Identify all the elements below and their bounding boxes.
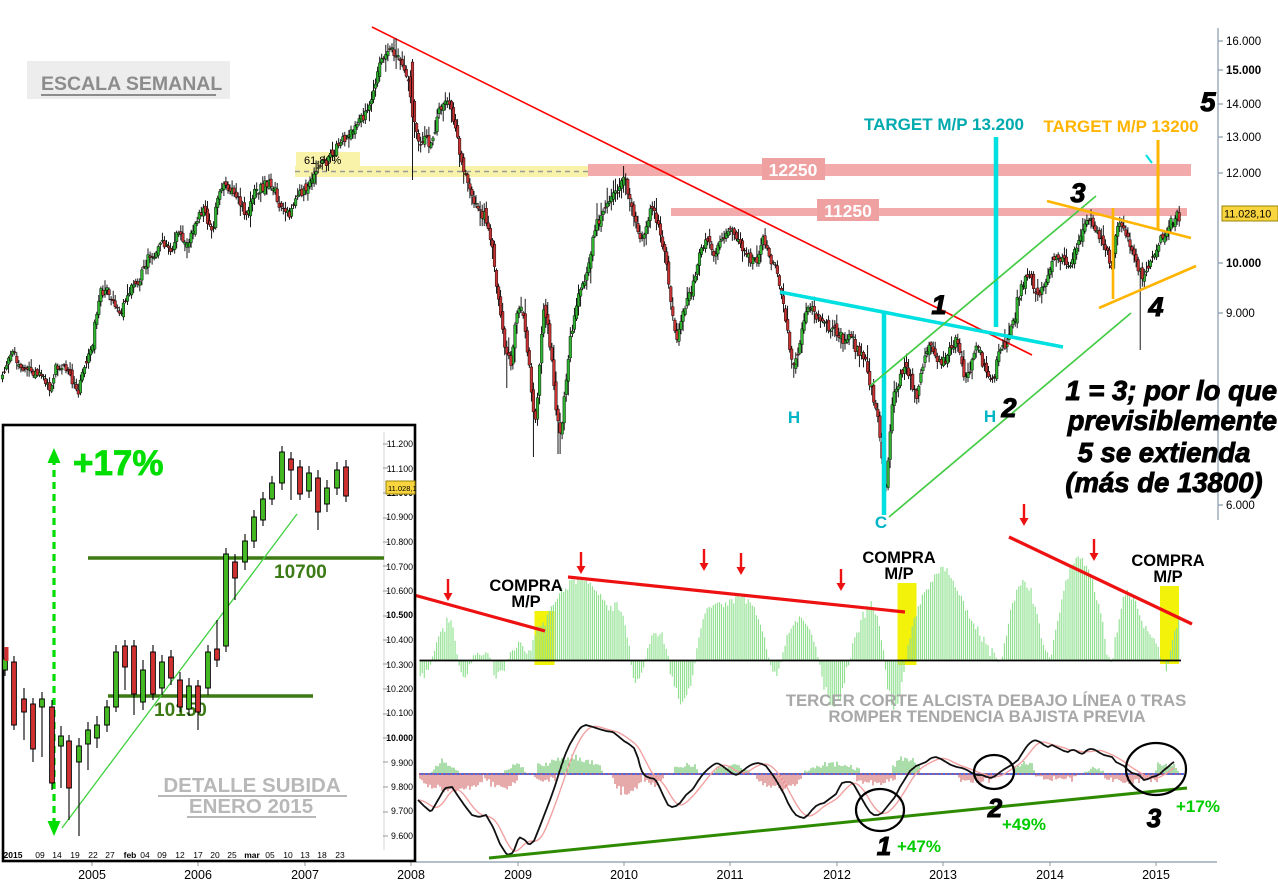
svg-text:ESCALA SEMANAL: ESCALA SEMANAL — [41, 73, 222, 95]
svg-text:2010: 2010 — [610, 868, 638, 882]
svg-text:04: 04 — [140, 850, 150, 860]
svg-text:H: H — [788, 408, 800, 427]
svg-text:2006: 2006 — [184, 868, 212, 882]
svg-text:10.200: 10.200 — [386, 684, 413, 694]
svg-text:2005: 2005 — [78, 868, 106, 882]
svg-text:5: 5 — [1200, 87, 1216, 117]
svg-text:10.700: 10.700 — [386, 562, 413, 572]
svg-text:9.800: 9.800 — [391, 782, 413, 792]
svg-text:13: 13 — [300, 850, 310, 860]
svg-text:ROMPER TENDENCIA BAJISTA PREVI: ROMPER TENDENCIA BAJISTA PREVIA — [828, 707, 1145, 726]
svg-text:10.900: 10.900 — [386, 512, 413, 522]
svg-text:10.500: 10.500 — [386, 610, 413, 620]
svg-text:COMPRA: COMPRA — [862, 549, 935, 567]
svg-text:12: 12 — [175, 850, 185, 860]
svg-text:2015: 2015 — [1142, 868, 1170, 882]
svg-text:2: 2 — [987, 793, 1003, 823]
svg-text:previsiblemente: previsiblemente — [1067, 405, 1277, 436]
svg-text:20: 20 — [210, 850, 220, 860]
svg-text:10.600: 10.600 — [386, 586, 413, 596]
svg-text:17: 17 — [193, 850, 203, 860]
svg-text:18: 18 — [317, 850, 327, 860]
svg-text:12250: 12250 — [769, 160, 818, 180]
svg-text:2007: 2007 — [291, 868, 319, 882]
svg-text:C: C — [875, 513, 887, 532]
svg-text:10.800: 10.800 — [386, 537, 413, 547]
svg-text:09: 09 — [35, 850, 45, 860]
svg-text:5 se extienda: 5 se extienda — [1078, 437, 1251, 468]
svg-text:1: 1 — [877, 831, 891, 861]
svg-text:11250: 11250 — [824, 201, 872, 221]
svg-text:COMPRA: COMPRA — [489, 577, 562, 595]
svg-text:27: 27 — [105, 850, 115, 860]
svg-text:13.000: 13.000 — [1226, 132, 1261, 144]
svg-text:M/P: M/P — [511, 593, 540, 611]
svg-text:2009: 2009 — [504, 868, 532, 882]
svg-text:+17%: +17% — [73, 444, 164, 483]
svg-text:1: 1 — [931, 290, 946, 320]
svg-text:11.028,10: 11.028,10 — [1224, 209, 1271, 221]
svg-text:2013: 2013 — [929, 868, 957, 882]
svg-text:05: 05 — [265, 850, 275, 860]
svg-text:2008: 2008 — [397, 868, 425, 882]
svg-text:2011: 2011 — [717, 868, 744, 882]
svg-text:1 = 3; por lo que: 1 = 3; por lo que — [1065, 375, 1277, 406]
svg-text:19: 19 — [70, 850, 80, 860]
svg-text:15.000: 15.000 — [1226, 65, 1261, 77]
svg-text:11.200: 11.200 — [387, 439, 413, 449]
svg-text:4: 4 — [1147, 292, 1163, 322]
svg-text:TARGET M/P 13.200: TARGET M/P 13.200 — [864, 115, 1024, 134]
svg-text:2014: 2014 — [1036, 868, 1064, 882]
svg-text:feb: feb — [124, 850, 137, 860]
svg-text:10: 10 — [283, 850, 293, 860]
svg-text:9.600: 9.600 — [391, 831, 413, 841]
svg-text:9.900: 9.900 — [391, 758, 413, 768]
svg-text:10700: 10700 — [274, 562, 327, 583]
svg-text:25: 25 — [227, 850, 237, 860]
svg-text:(más de 13800): (más de 13800) — [1065, 467, 1262, 498]
svg-text:3: 3 — [1070, 178, 1085, 208]
svg-text:11.028,1: 11.028,1 — [388, 484, 417, 493]
svg-text:10.000: 10.000 — [386, 733, 413, 743]
svg-text:16.000: 16.000 — [1226, 36, 1261, 48]
svg-text:+17%: +17% — [1176, 797, 1220, 816]
svg-text:M/P: M/P — [1153, 568, 1182, 586]
svg-text:+49%: +49% — [1002, 815, 1046, 834]
svg-text:12.000: 12.000 — [1226, 168, 1261, 180]
svg-text:ENERO 2015: ENERO 2015 — [189, 795, 313, 818]
svg-text:9.000: 9.000 — [1226, 308, 1255, 320]
svg-text:11.100: 11.100 — [387, 464, 413, 474]
svg-text:6.000: 6.000 — [1226, 500, 1255, 512]
svg-text:10.300: 10.300 — [386, 660, 413, 670]
svg-text:2: 2 — [1000, 393, 1016, 423]
svg-text:2015: 2015 — [4, 850, 23, 860]
svg-text:M/P: M/P — [884, 565, 913, 583]
svg-text:10.000: 10.000 — [1226, 258, 1261, 270]
svg-text:10.400: 10.400 — [386, 635, 413, 645]
svg-text:3: 3 — [1147, 803, 1162, 833]
svg-text:+47%: +47% — [897, 837, 941, 856]
svg-text:DETALLE SUBIDA: DETALLE SUBIDA — [163, 774, 340, 797]
svg-text:2012: 2012 — [823, 868, 851, 882]
svg-text:9.700: 9.700 — [391, 806, 413, 816]
svg-text:10.100: 10.100 — [386, 708, 413, 718]
svg-text:22: 22 — [88, 850, 98, 860]
svg-text:14.000: 14.000 — [1226, 99, 1261, 111]
svg-text:COMPRA: COMPRA — [1131, 552, 1204, 570]
svg-text:14: 14 — [52, 850, 62, 860]
svg-text:23: 23 — [335, 850, 345, 860]
svg-text:mar: mar — [244, 850, 260, 860]
svg-text:09: 09 — [157, 850, 167, 860]
svg-text:H: H — [984, 407, 996, 426]
svg-text:TARGET M/P 13200: TARGET M/P 13200 — [1043, 117, 1198, 136]
svg-text:TERCER CORTE ALCISTA DEBAJO LÍ: TERCER CORTE ALCISTA DEBAJO LÍNEA 0 TRAS — [786, 691, 1187, 710]
